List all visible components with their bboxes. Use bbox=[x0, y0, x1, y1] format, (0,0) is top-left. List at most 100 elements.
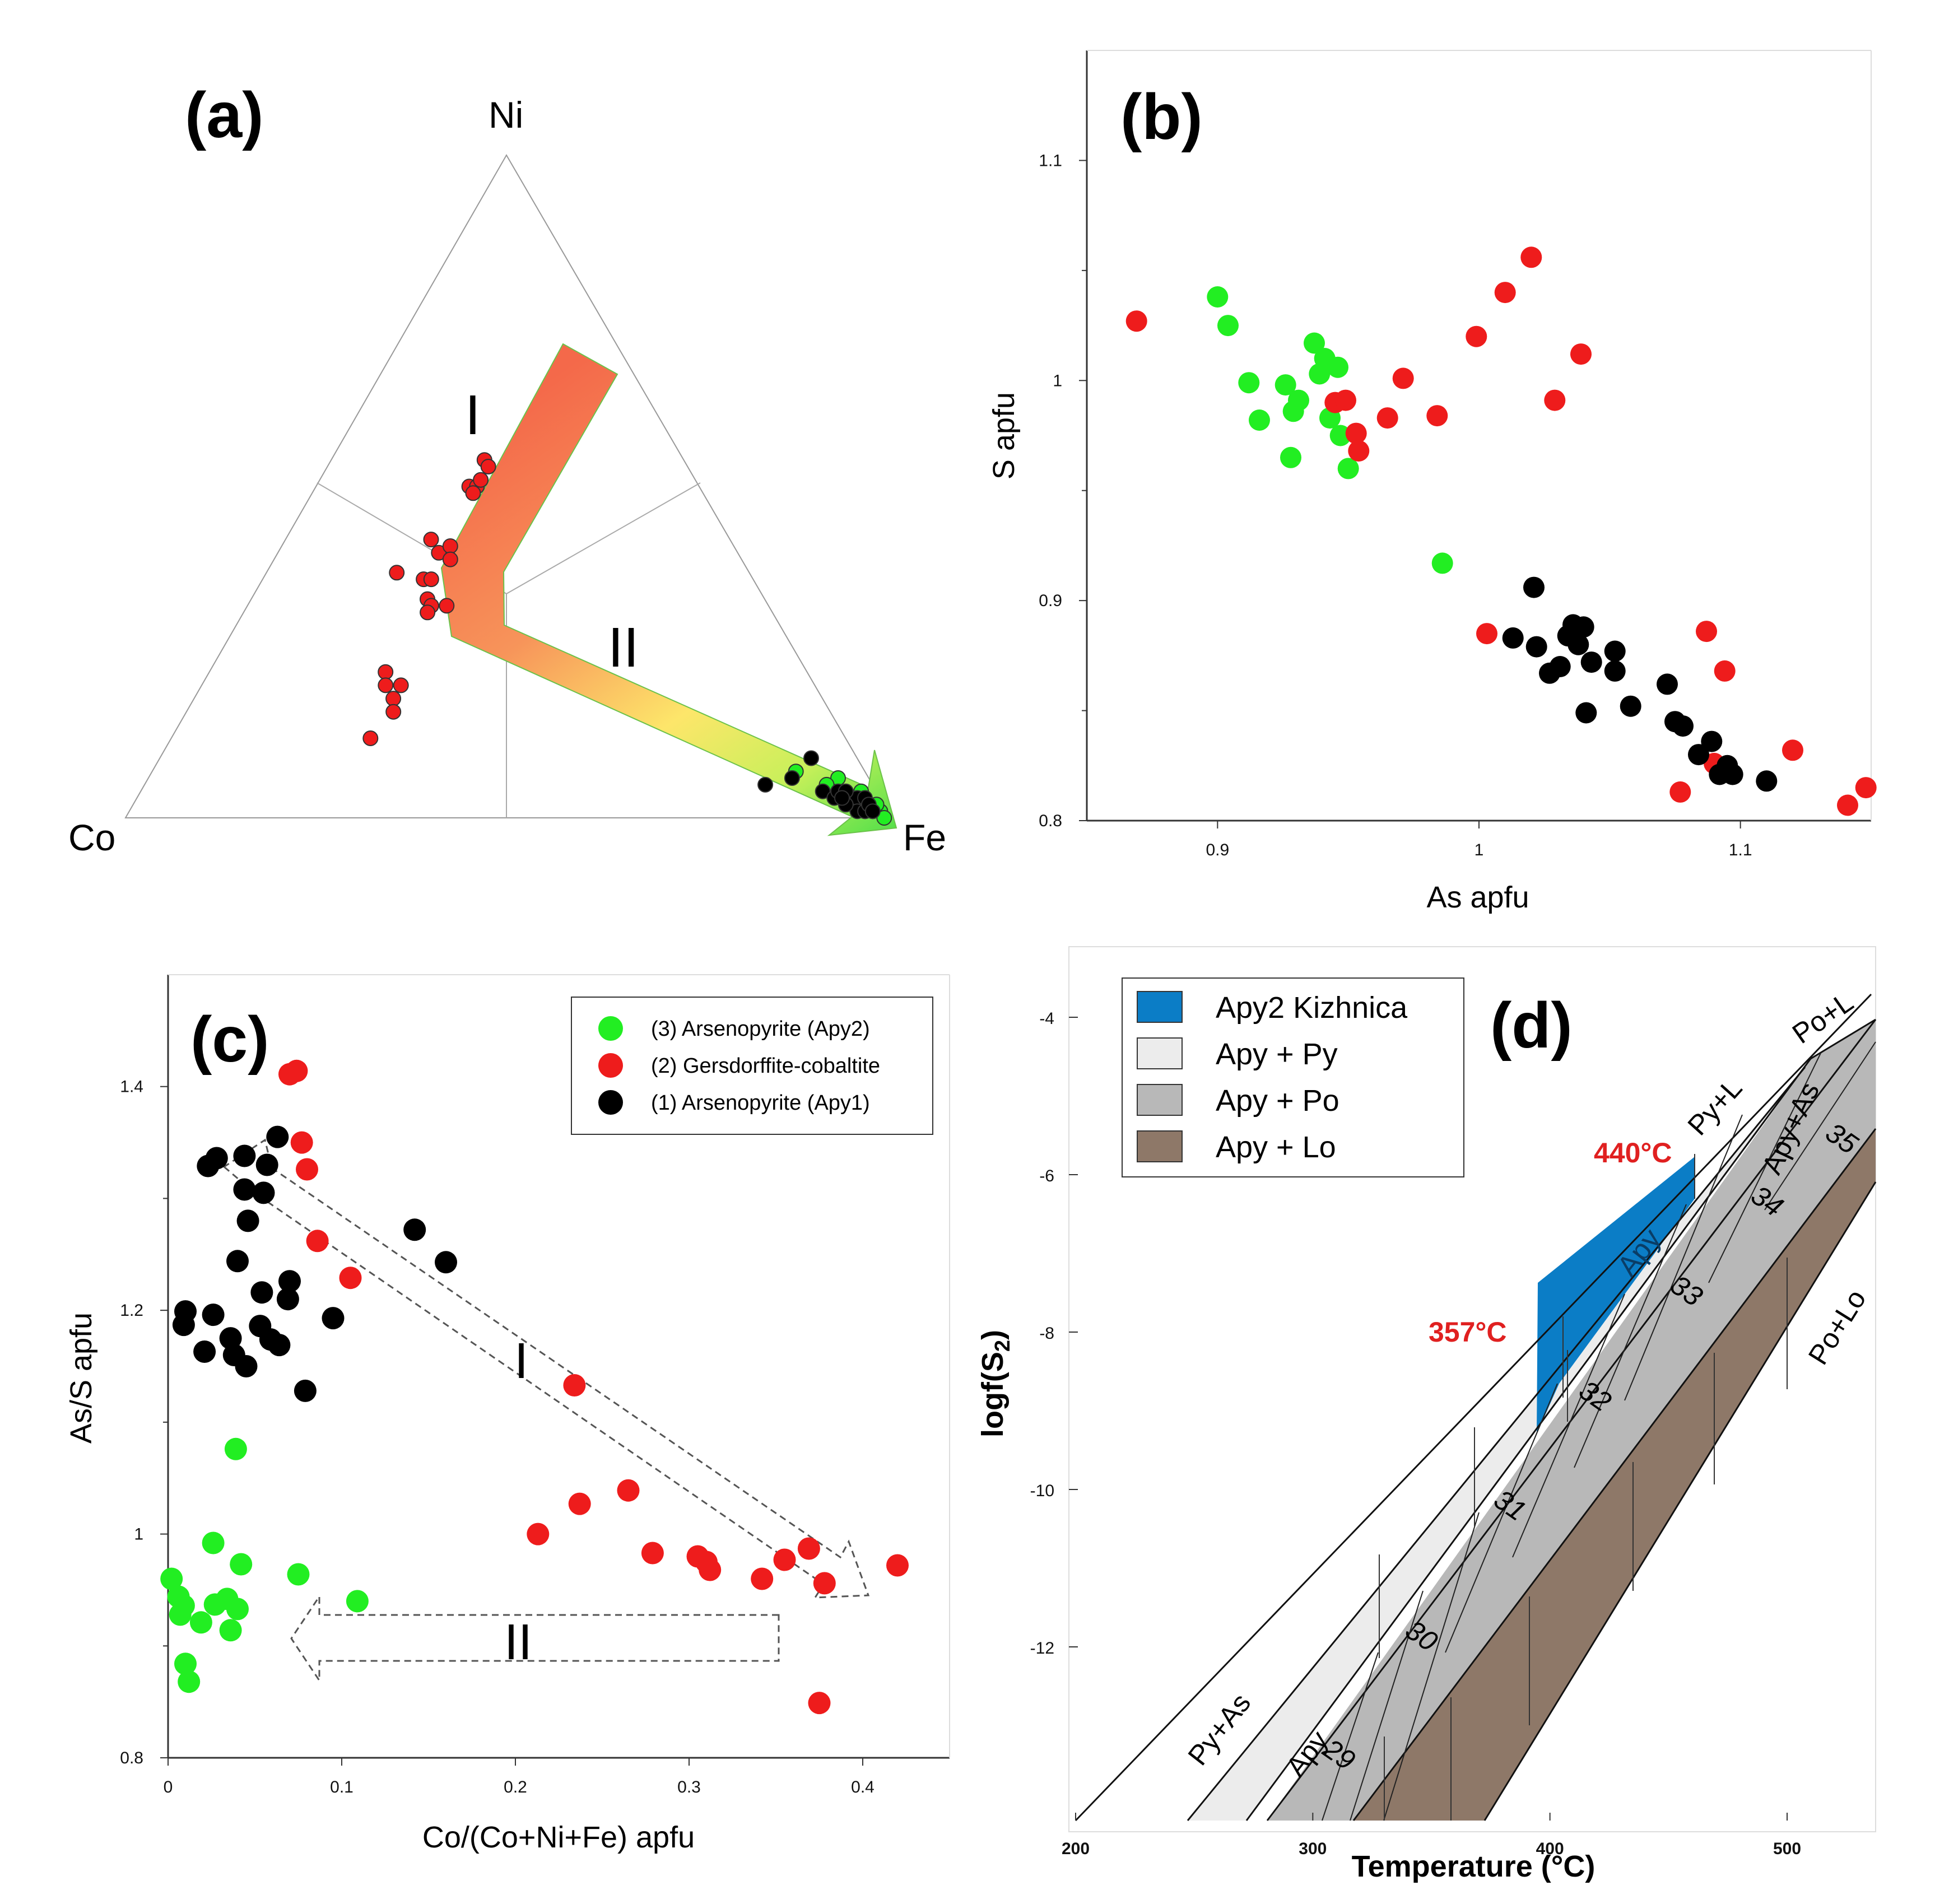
x-tick-label: 0.3 bbox=[677, 1778, 701, 1796]
y-tick-label: -10 bbox=[1030, 1482, 1054, 1500]
x-tick-label: 0.4 bbox=[851, 1778, 875, 1796]
point-3-arsenopyrite-apy2 bbox=[219, 1619, 242, 1642]
trend-label-II-c: II bbox=[504, 1614, 532, 1670]
point-2-gersdorffite-cobaltite bbox=[527, 1523, 550, 1545]
point-2-gersdorffite-cobaltite bbox=[1855, 777, 1877, 799]
point-2-gersdorffite-cobaltite bbox=[339, 1267, 362, 1289]
trend-label-II: II bbox=[608, 616, 639, 679]
point-2-gersdorffite-cobaltite bbox=[773, 1548, 796, 1571]
point-3-arsenopyrite-apy2 bbox=[1217, 315, 1239, 337]
panel-label-a: (a) bbox=[185, 80, 264, 151]
point-2-gersdorffite-cobaltite bbox=[1466, 325, 1487, 347]
y-axis-label-d: logf(S2) bbox=[976, 1330, 1015, 1437]
point-2-gersdorffite-cobaltite bbox=[813, 1572, 836, 1595]
point-3-arsenopyrite-apy2 bbox=[1304, 332, 1325, 354]
point-1-arsenopyrite-apy1 bbox=[266, 1125, 289, 1148]
ticks-c: 0 0.1 0.2 0.3 0.4 0.8 1 1.2 1.4 bbox=[120, 1078, 875, 1796]
point-1-arsenopyrite-apy1 bbox=[276, 1288, 299, 1311]
point-2-gersdorffite-cobaltite bbox=[306, 1230, 329, 1253]
point-3-arsenopyrite-apy2 bbox=[189, 1611, 212, 1634]
point-2-gersdorffite-cobaltite bbox=[1570, 343, 1592, 365]
ternary-point-2-gersdorffite-cobaltite bbox=[480, 459, 496, 474]
point-2-gersdorffite-cobaltite bbox=[699, 1558, 722, 1581]
legend-marker-gersdorffite bbox=[598, 1053, 623, 1078]
apex-label-right: Fe bbox=[903, 817, 946, 858]
point-1-arsenopyrite-apy1 bbox=[250, 1281, 273, 1304]
legend-label-apy1: (1) Arsenopyrite (Apy1) bbox=[651, 1091, 870, 1115]
points-c bbox=[160, 1059, 909, 1715]
ternary-point-2-gersdorffite-cobaltite bbox=[439, 598, 455, 614]
legend-box bbox=[571, 997, 933, 1135]
x-axis-label-d: Temperature (°C) bbox=[1352, 1850, 1596, 1883]
point-1-arsenopyrite-apy1 bbox=[235, 1355, 258, 1377]
point-2-gersdorffite-cobaltite bbox=[1696, 621, 1717, 643]
point-2-gersdorffite-cobaltite bbox=[568, 1492, 591, 1515]
point-1-arsenopyrite-apy1 bbox=[1575, 702, 1597, 724]
y-tick-label: -12 bbox=[1030, 1639, 1054, 1658]
legend-label-apy2: (3) Arsenopyrite (Apy2) bbox=[651, 1017, 870, 1041]
panel-label-c: (c) bbox=[190, 1004, 269, 1076]
point-1-arsenopyrite-apy1 bbox=[1688, 744, 1709, 766]
point-1-arsenopyrite-apy1 bbox=[219, 1327, 242, 1350]
y-tick-label: 1.1 bbox=[1039, 151, 1062, 170]
point-1-arsenopyrite-apy1 bbox=[268, 1334, 291, 1357]
ternary-point-2-gersdorffite-cobaltite bbox=[442, 538, 458, 554]
y-tick-label: 1 bbox=[1053, 371, 1062, 390]
ticks-b: 0.9 1 1.1 0.8 0.9 1 1.1 bbox=[1039, 151, 1752, 859]
point-2-gersdorffite-cobaltite bbox=[1348, 440, 1370, 462]
ternary-points bbox=[362, 452, 892, 826]
y-tick-label: -8 bbox=[1039, 1324, 1054, 1343]
ternary-triangle bbox=[124, 154, 893, 818]
point-1-arsenopyrite-apy1 bbox=[1604, 640, 1626, 662]
legend-marker-apy2 bbox=[598, 1016, 623, 1041]
y-tick-label: 1.2 bbox=[120, 1301, 143, 1320]
point-2-gersdorffite-cobaltite bbox=[1782, 739, 1803, 761]
temp-marker-440: 440°C bbox=[1594, 1137, 1672, 1169]
ternary-point-2-gersdorffite-cobaltite bbox=[423, 532, 439, 548]
trend-band bbox=[440, 343, 897, 836]
legend-label-apy-py: Apy + Py bbox=[1216, 1037, 1338, 1071]
point-1-arsenopyrite-apy1 bbox=[193, 1340, 216, 1363]
point-2-gersdorffite-cobaltite bbox=[1520, 246, 1542, 268]
point-1-arsenopyrite-apy1 bbox=[278, 1270, 301, 1293]
legend-swatch-apy-po bbox=[1137, 1084, 1183, 1116]
point-2-gersdorffite-cobaltite bbox=[1125, 310, 1147, 332]
plot-frame-d bbox=[1068, 946, 1876, 1832]
legend-swatch-kizhnica bbox=[1137, 991, 1183, 1023]
panel-label-d: (d) bbox=[1490, 990, 1573, 1062]
point-2-gersdorffite-cobaltite bbox=[1426, 405, 1448, 427]
y-tick-label: 1.4 bbox=[120, 1078, 143, 1096]
point-2-gersdorffite-cobaltite bbox=[1837, 794, 1858, 816]
point-1-arsenopyrite-apy1 bbox=[435, 1251, 457, 1274]
legend-swatch-apy-py bbox=[1137, 1037, 1183, 1069]
point-2-gersdorffite-cobaltite bbox=[1494, 282, 1516, 304]
y-tick-label: -4 bbox=[1039, 1009, 1054, 1028]
point-1-arsenopyrite-apy1 bbox=[1672, 715, 1694, 737]
panel-a: (a) Ni Co Fe I II bbox=[68, 80, 946, 858]
trend-arrow-I bbox=[222, 1138, 870, 1599]
point-1-arsenopyrite-apy1 bbox=[1502, 627, 1524, 649]
point-1-arsenopyrite-apy1 bbox=[294, 1379, 317, 1402]
x-tick-label: 0 bbox=[164, 1778, 173, 1796]
legend-c: (3) Arsenopyrite (Apy2) (2) Gersdorffite… bbox=[571, 997, 933, 1135]
point-3-arsenopyrite-apy2 bbox=[1275, 374, 1296, 396]
point-1-arsenopyrite-apy1 bbox=[1701, 730, 1723, 752]
point-1-arsenopyrite-apy1 bbox=[1549, 656, 1571, 677]
point-3-arsenopyrite-apy2 bbox=[1207, 286, 1229, 308]
point-1-arsenopyrite-apy1 bbox=[226, 1250, 249, 1273]
y-axis-label-c: As/S apfu bbox=[64, 1312, 98, 1444]
point-1-arsenopyrite-apy1 bbox=[1722, 764, 1743, 785]
ternary-point-2-gersdorffite-cobaltite bbox=[465, 485, 481, 501]
x-tick-label: 0.1 bbox=[330, 1778, 353, 1796]
legend-label-apy-po: Apy + Po bbox=[1216, 1084, 1339, 1118]
point-1-arsenopyrite-apy1 bbox=[233, 1178, 256, 1201]
point-3-arsenopyrite-apy2 bbox=[174, 1652, 197, 1675]
point-1-arsenopyrite-apy1 bbox=[255, 1153, 278, 1176]
point-2-gersdorffite-cobaltite bbox=[290, 1131, 313, 1154]
point-3-arsenopyrite-apy2 bbox=[1280, 446, 1301, 468]
point-1-arsenopyrite-apy1 bbox=[322, 1307, 345, 1330]
point-2-gersdorffite-cobaltite bbox=[285, 1059, 308, 1082]
isopleths bbox=[1322, 1041, 1876, 1821]
ternary-point-1-arsenopyrite-apy1 bbox=[815, 783, 831, 799]
y-tick-label: 0.8 bbox=[120, 1749, 143, 1767]
